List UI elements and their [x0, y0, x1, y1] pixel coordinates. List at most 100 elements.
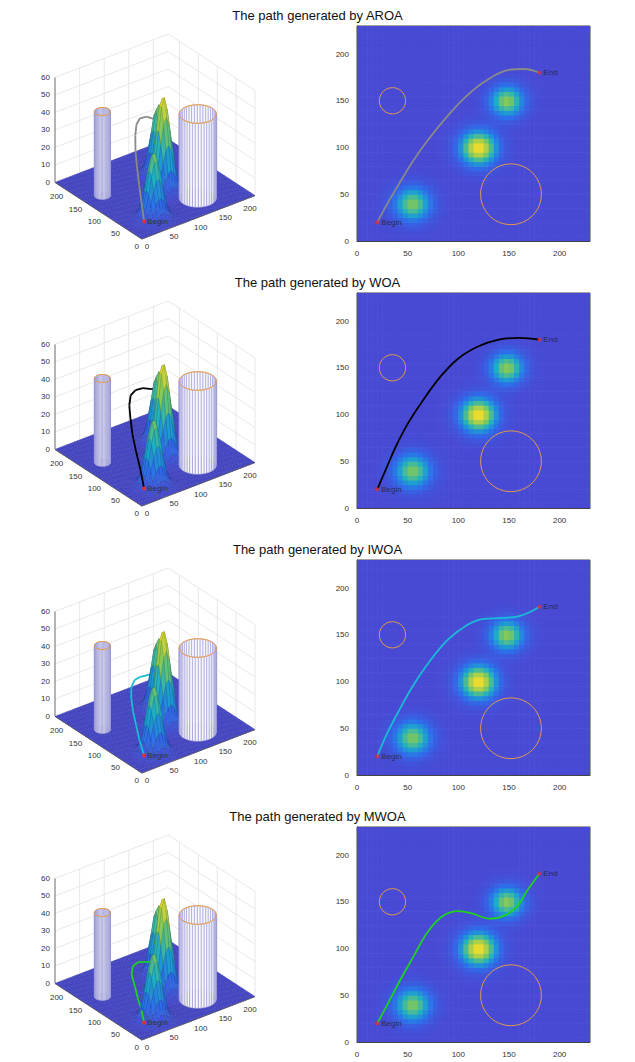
svg-text:100: 100 [336, 143, 350, 152]
svg-text:50: 50 [111, 229, 120, 238]
svg-text:150: 150 [502, 1050, 516, 1059]
svg-text:End: End [543, 602, 557, 611]
svg-text:100: 100 [336, 410, 350, 419]
svg-text:40: 40 [41, 642, 50, 651]
svg-text:150: 150 [69, 205, 83, 214]
svg-text:50: 50 [169, 499, 178, 508]
svg-text:150: 150 [219, 480, 233, 489]
svg-text:50: 50 [41, 624, 50, 633]
svg-text:150: 150 [219, 213, 233, 222]
svg-text:50: 50 [169, 1033, 178, 1042]
svg-text:100: 100 [336, 944, 350, 953]
svg-text:Begin: Begin [147, 751, 167, 760]
svg-text:0: 0 [46, 445, 51, 454]
svg-text:100: 100 [452, 1050, 466, 1059]
svg-text:0: 0 [345, 504, 350, 513]
svg-text:30: 30 [41, 926, 50, 935]
svg-text:100: 100 [194, 757, 208, 766]
svg-text:0: 0 [145, 1043, 150, 1052]
svg-text:30: 30 [41, 659, 50, 668]
svg-text:0: 0 [134, 776, 139, 785]
svg-text:200: 200 [243, 738, 257, 747]
svg-text:100: 100 [452, 516, 466, 525]
svg-text:Begin: Begin [381, 1019, 401, 1028]
svg-text:0: 0 [145, 509, 150, 518]
svg-text:100: 100 [336, 677, 350, 686]
svg-text:10: 10 [41, 160, 50, 169]
svg-text:50: 50 [340, 457, 349, 466]
svg-text:Begin: Begin [381, 752, 401, 761]
svg-text:200: 200 [50, 993, 64, 1002]
svg-text:200: 200 [553, 516, 567, 525]
svg-text:30: 30 [41, 125, 50, 134]
svg-text:End: End [543, 68, 557, 77]
svg-text:100: 100 [452, 249, 466, 258]
svg-text:60: 60 [41, 340, 50, 349]
svg-text:0: 0 [46, 712, 51, 721]
svg-text:0: 0 [355, 516, 360, 525]
svg-text:The path generated by WOA: The path generated by WOA [235, 275, 401, 290]
svg-text:150: 150 [69, 739, 83, 748]
svg-text:0: 0 [134, 509, 139, 518]
svg-text:200: 200 [336, 317, 350, 326]
svg-text:200: 200 [553, 249, 567, 258]
svg-text:200: 200 [50, 459, 64, 468]
svg-text:200: 200 [336, 851, 350, 860]
svg-text:100: 100 [88, 751, 102, 760]
svg-text:200: 200 [336, 584, 350, 593]
svg-text:0: 0 [46, 178, 51, 187]
svg-text:The path generated by AROA: The path generated by AROA [232, 8, 403, 23]
svg-text:60: 60 [41, 607, 50, 616]
svg-text:200: 200 [243, 471, 257, 480]
svg-text:0: 0 [355, 249, 360, 258]
svg-text:50: 50 [403, 783, 412, 792]
svg-text:20: 20 [41, 677, 50, 686]
svg-text:0: 0 [355, 1050, 360, 1059]
svg-text:60: 60 [41, 874, 50, 883]
svg-text:40: 40 [41, 909, 50, 918]
svg-text:50: 50 [403, 249, 412, 258]
svg-text:200: 200 [553, 1050, 567, 1059]
svg-text:50: 50 [340, 190, 349, 199]
svg-text:0: 0 [345, 1038, 350, 1047]
svg-text:0: 0 [145, 776, 150, 785]
svg-text:Begin: Begin [381, 485, 401, 494]
svg-text:50: 50 [169, 232, 178, 241]
svg-text:10: 10 [41, 961, 50, 970]
svg-text:50: 50 [111, 1030, 120, 1039]
svg-text:200: 200 [243, 204, 257, 213]
svg-text:Begin: Begin [147, 217, 167, 226]
svg-text:20: 20 [41, 410, 50, 419]
svg-text:100: 100 [194, 1024, 208, 1033]
svg-text:50: 50 [41, 90, 50, 99]
svg-text:0: 0 [345, 771, 350, 780]
svg-text:100: 100 [88, 1018, 102, 1027]
svg-text:0: 0 [134, 1043, 139, 1052]
svg-text:200: 200 [50, 726, 64, 735]
svg-text:Begin: Begin [381, 218, 401, 227]
svg-text:40: 40 [41, 375, 50, 384]
svg-text:200: 200 [243, 1005, 257, 1014]
svg-text:150: 150 [336, 96, 350, 105]
svg-text:Begin: Begin [147, 484, 167, 493]
svg-text:150: 150 [219, 747, 233, 756]
svg-text:Begin: Begin [147, 1018, 167, 1027]
svg-text:100: 100 [88, 217, 102, 226]
svg-text:100: 100 [452, 783, 466, 792]
svg-text:0: 0 [355, 783, 360, 792]
svg-text:50: 50 [403, 516, 412, 525]
svg-text:50: 50 [111, 763, 120, 772]
svg-text:10: 10 [41, 694, 50, 703]
svg-text:50: 50 [41, 891, 50, 900]
svg-text:150: 150 [502, 249, 516, 258]
svg-text:0: 0 [145, 242, 150, 251]
svg-text:50: 50 [340, 991, 349, 1000]
svg-text:End: End [543, 335, 557, 344]
svg-text:The path generated by MWOA: The path generated by MWOA [229, 809, 406, 824]
svg-text:0: 0 [46, 979, 51, 988]
svg-text:150: 150 [502, 516, 516, 525]
svg-text:150: 150 [336, 630, 350, 639]
svg-text:150: 150 [69, 472, 83, 481]
svg-text:150: 150 [336, 897, 350, 906]
svg-text:End: End [543, 869, 557, 878]
